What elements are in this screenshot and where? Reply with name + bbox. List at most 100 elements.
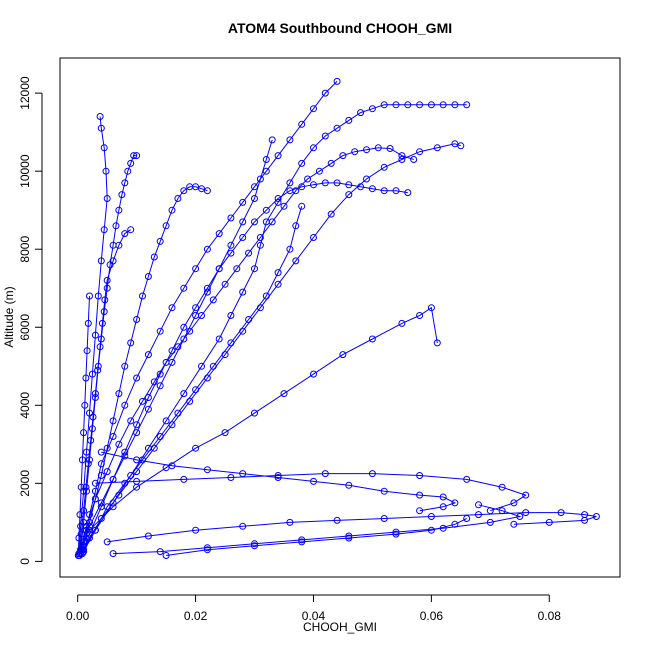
data-point: [192, 444, 200, 452]
data-point: [103, 195, 111, 202]
data-point: [88, 370, 96, 378]
data-point: [97, 499, 105, 507]
data-point: [121, 362, 129, 370]
data-point: [262, 156, 270, 163]
data-point: [433, 144, 441, 152]
data-point: [439, 101, 447, 109]
data-point: [310, 234, 317, 241]
data-point: [133, 316, 141, 323]
data-point: [100, 226, 108, 234]
data-point: [451, 101, 459, 109]
data-point: [333, 516, 341, 524]
data-point: [127, 417, 135, 425]
x-axis: 0.00 0.02 0.04 0.06 0.08: [66, 594, 561, 623]
data-point: [368, 335, 376, 343]
data-point: [404, 189, 412, 197]
data-marks-layer: [74, 77, 600, 559]
data-point: [127, 159, 135, 167]
data-point: [439, 503, 447, 511]
data-point: [227, 214, 235, 222]
data-point: [133, 477, 141, 485]
data-point: [74, 552, 82, 559]
data-point: [251, 265, 258, 273]
data-point: [416, 101, 424, 109]
data-point: [451, 499, 459, 507]
data-point: [268, 136, 276, 144]
data-point: [310, 105, 317, 113]
y-tick-label: 4000: [18, 392, 32, 419]
y-tick-label: 12000: [18, 76, 32, 110]
data-point: [87, 436, 95, 444]
data-point: [321, 89, 329, 97]
data-point: [475, 501, 482, 509]
data-point: [101, 296, 109, 304]
data-point: [133, 374, 141, 382]
data-point: [109, 257, 117, 265]
series-12: [103, 509, 600, 546]
data-point: [251, 183, 258, 191]
data-point: [91, 331, 99, 339]
data-point: [262, 292, 270, 300]
data-point: [124, 167, 132, 175]
data-point: [398, 152, 406, 160]
data-point: [345, 116, 353, 124]
data-point: [345, 532, 353, 540]
series-line: [95, 473, 527, 512]
series-14: [162, 515, 471, 559]
data-point: [77, 483, 85, 491]
data-point: [416, 472, 424, 479]
data-point: [310, 181, 317, 189]
chart-title: ATOM4 Southbound CHOOH_GMI: [228, 20, 452, 36]
data-point: [463, 515, 471, 522]
data-point: [98, 319, 106, 327]
data-point: [310, 144, 317, 152]
y-tick-label: 8000: [18, 236, 32, 263]
x-axis-label: CHOOH_GMI: [303, 620, 377, 634]
data-point: [581, 516, 589, 524]
data-point: [91, 526, 99, 534]
data-point: [144, 351, 152, 359]
data-point: [239, 288, 247, 296]
data-point: [256, 241, 264, 249]
data-point: [192, 526, 200, 534]
data-point: [139, 397, 146, 405]
data-point: [245, 249, 253, 257]
data-point: [221, 280, 229, 288]
data-point: [76, 511, 84, 519]
data-point: [133, 421, 141, 429]
series-7: [80, 101, 471, 554]
data-point: [227, 474, 235, 481]
data-point: [498, 483, 506, 491]
data-point: [180, 187, 188, 195]
data-point: [498, 507, 506, 515]
series-10: [97, 448, 459, 515]
data-point: [144, 532, 152, 540]
data-point: [239, 234, 247, 241]
data-point: [227, 249, 235, 257]
data-point: [130, 152, 138, 160]
data-point: [78, 456, 86, 464]
y-tick-label: 10000: [18, 154, 32, 188]
data-point: [427, 304, 435, 312]
data-point: [304, 175, 312, 183]
data-point: [357, 109, 365, 117]
data-point: [156, 370, 164, 378]
data-point: [368, 470, 376, 478]
data-point: [156, 433, 164, 440]
data-point: [103, 503, 111, 511]
x-tick-label: 0.06: [420, 609, 444, 623]
data-point: [139, 292, 146, 300]
data-point: [522, 491, 530, 499]
data-point: [251, 409, 258, 417]
y-tick-label: 0: [18, 558, 32, 565]
data-point: [274, 152, 282, 160]
data-point: [227, 241, 235, 249]
data-point: [433, 339, 441, 347]
data-point: [144, 405, 152, 413]
data-point: [81, 401, 89, 409]
data-point: [363, 146, 370, 154]
data-point: [368, 185, 376, 193]
data-point: [327, 210, 335, 218]
data-point: [280, 390, 288, 398]
